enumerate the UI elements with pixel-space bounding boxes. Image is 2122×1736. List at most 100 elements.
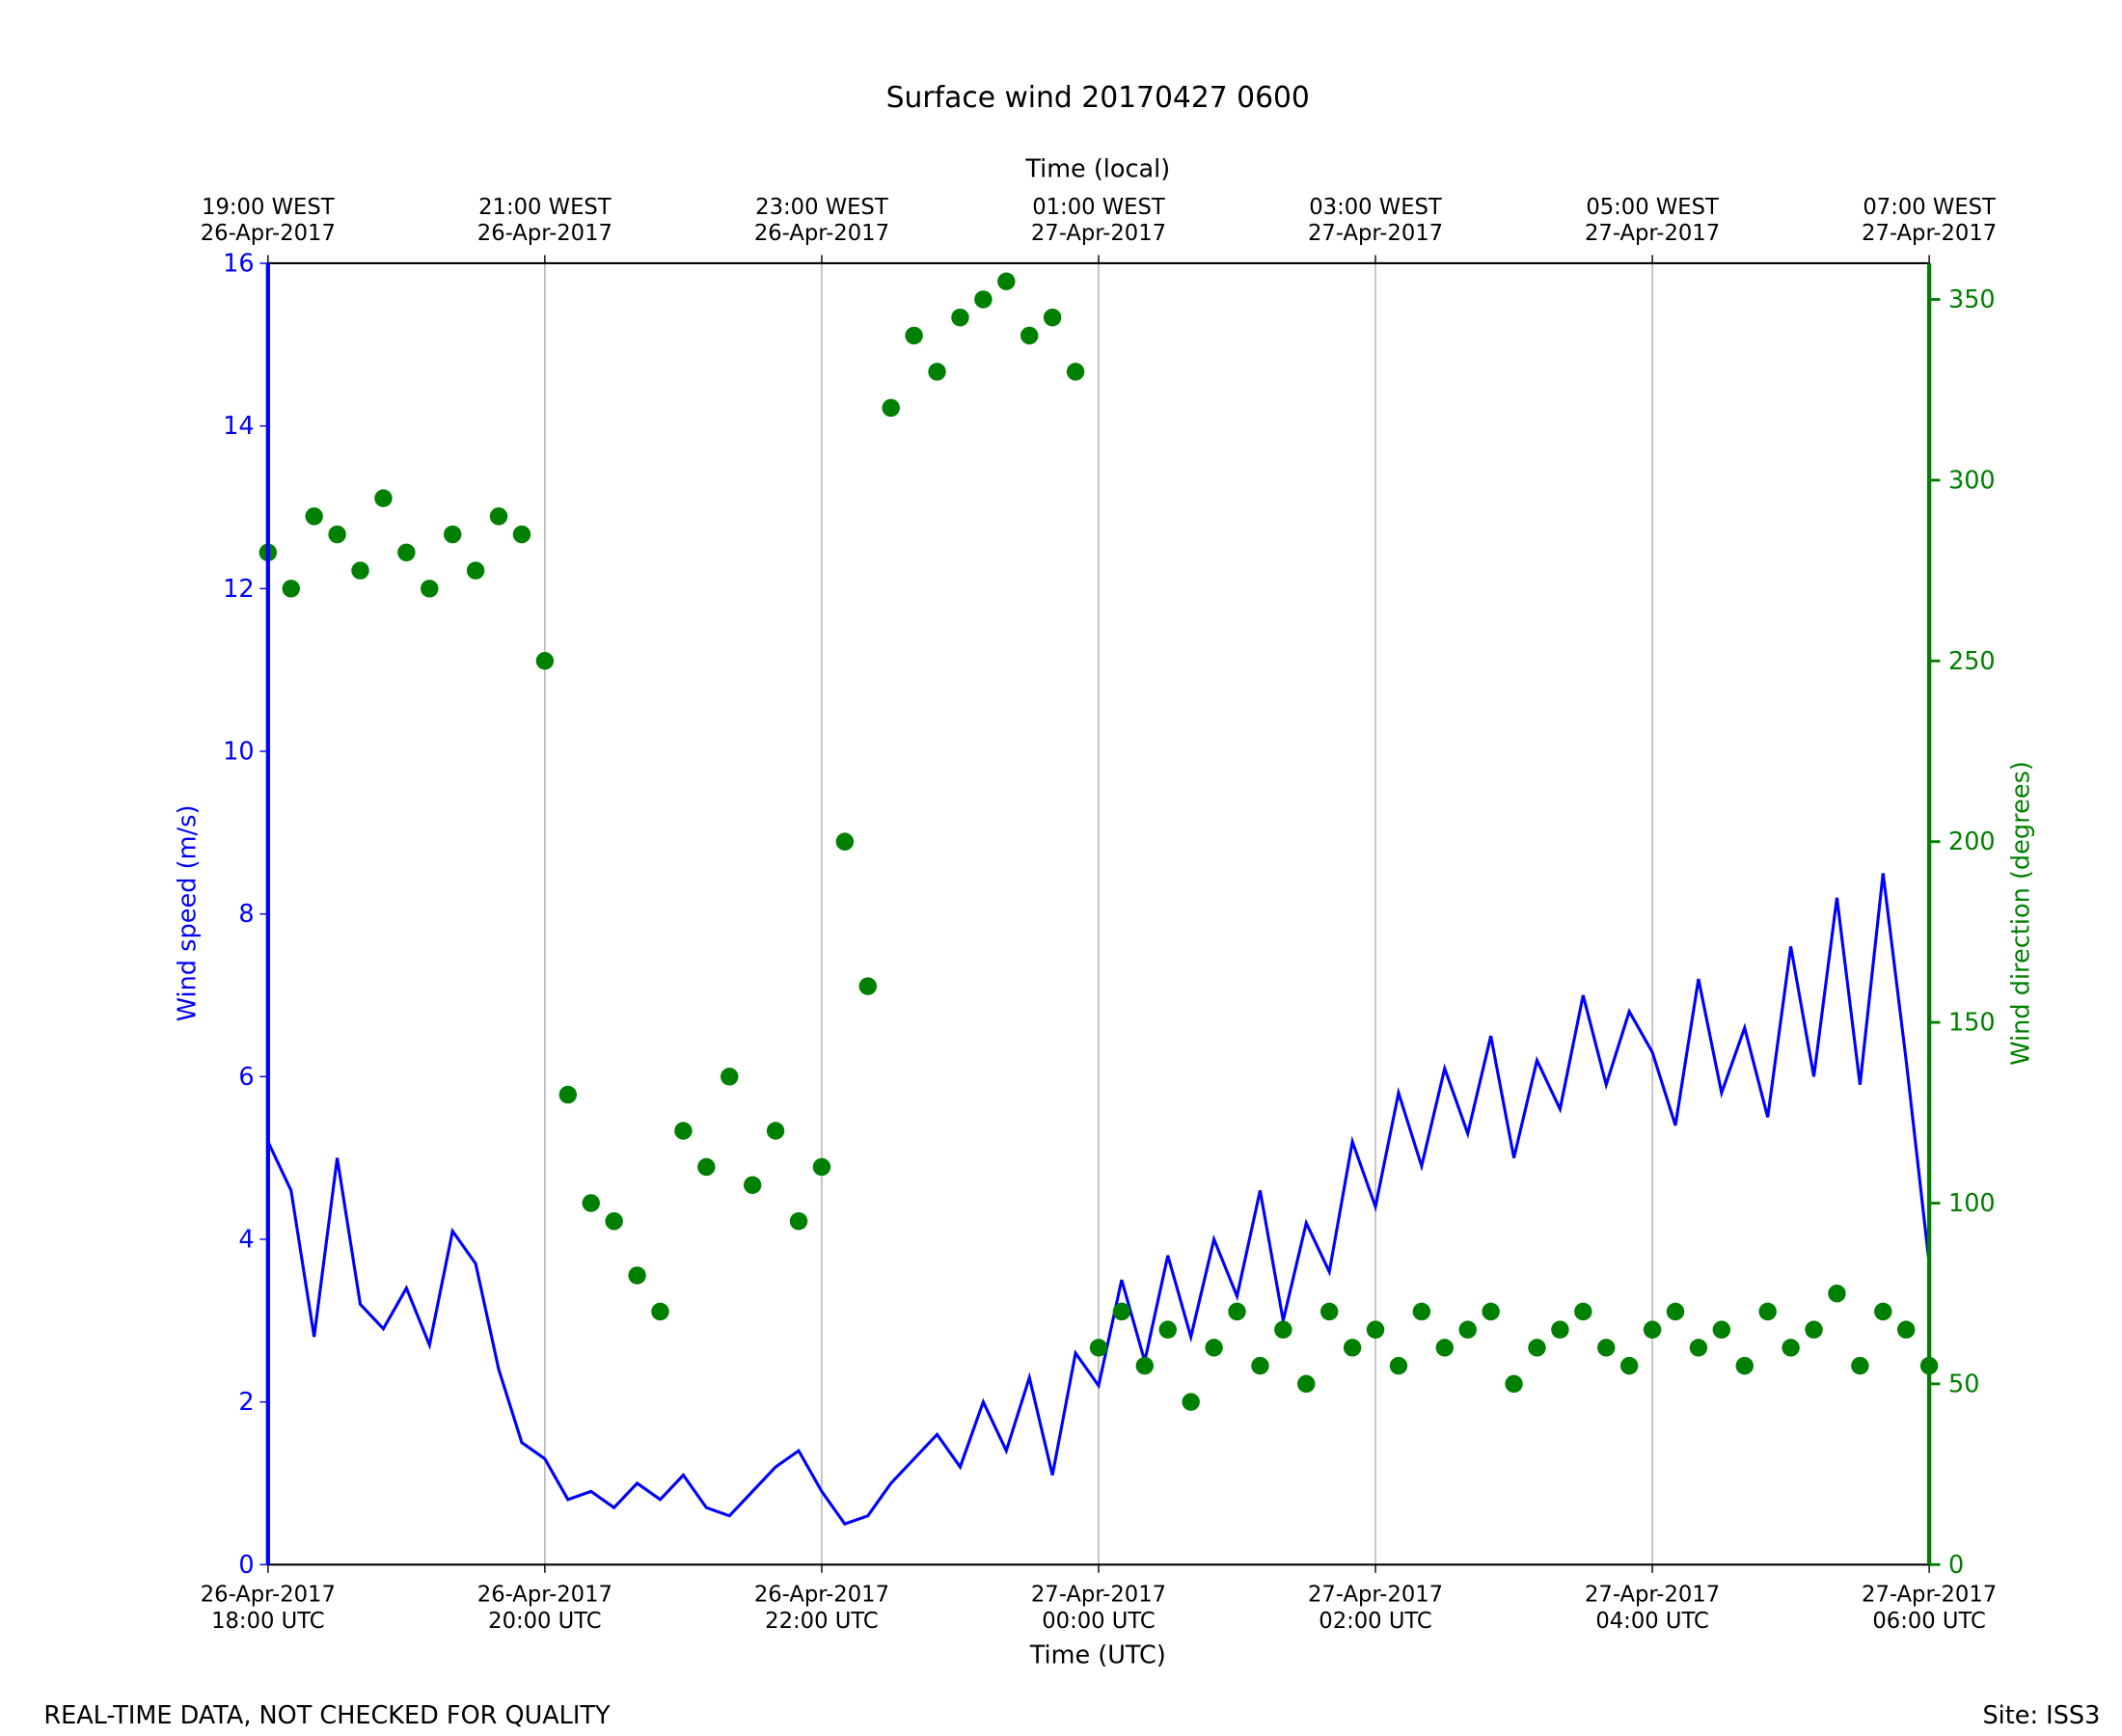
direction-point xyxy=(974,290,993,309)
direction-point xyxy=(351,561,369,580)
x2-tick-label: 01:00 WEST 27-Apr-2017 xyxy=(1031,195,1166,246)
direction-point xyxy=(1643,1320,1662,1339)
direction-point xyxy=(1735,1356,1754,1375)
direction-point xyxy=(605,1211,623,1231)
direction-point xyxy=(1597,1339,1616,1357)
direction-point xyxy=(421,580,439,598)
direction-point xyxy=(443,525,462,544)
y2-tick-label: 350 xyxy=(1948,285,1996,314)
direction-point xyxy=(1805,1320,1823,1339)
y-tick-label: 2 xyxy=(238,1388,254,1417)
y-tick-label: 14 xyxy=(223,412,254,441)
direction-point xyxy=(466,561,485,580)
footer-left: REAL-TIME DATA, NOT CHECKED FOR QUALITY xyxy=(43,1701,611,1730)
direction-point xyxy=(1619,1356,1639,1375)
direction-point xyxy=(951,308,969,327)
direction-point xyxy=(1435,1339,1455,1357)
x-tick-label: 27-Apr-2017 02:00 UTC xyxy=(1308,1583,1443,1634)
direction-point xyxy=(1182,1393,1200,1411)
direction-point xyxy=(1458,1320,1477,1339)
x2-axis-label: Time (local) xyxy=(1024,154,1170,183)
direction-point xyxy=(282,580,300,598)
direction-point xyxy=(1482,1302,1500,1321)
direction-point xyxy=(1089,1339,1108,1357)
direction-point xyxy=(997,272,1016,290)
x2-tick-label: 05:00 WEST 27-Apr-2017 xyxy=(1585,195,1720,246)
direction-point xyxy=(1505,1374,1523,1394)
x2-tick-label: 07:00 WEST 27-Apr-2017 xyxy=(1862,195,1997,246)
direction-point xyxy=(1297,1374,1316,1394)
direction-point xyxy=(1828,1284,1846,1303)
y2-tick-label: 0 xyxy=(1948,1551,1964,1580)
direction-point xyxy=(1712,1320,1731,1339)
x-tick-label: 26-Apr-2017 22:00 UTC xyxy=(754,1583,889,1634)
direction-point xyxy=(697,1157,716,1177)
x2-tick-label: 03:00 WEST 27-Apr-2017 xyxy=(1308,195,1443,246)
direction-point xyxy=(558,1085,578,1104)
direction-point xyxy=(1551,1320,1569,1339)
y-tick-label: 8 xyxy=(238,900,254,929)
y2-tick-label: 200 xyxy=(1948,827,1996,856)
direction-point xyxy=(812,1157,831,1177)
direction-point xyxy=(1205,1339,1223,1357)
direction-point xyxy=(743,1176,762,1194)
direction-point xyxy=(1158,1320,1177,1339)
direction-point xyxy=(1066,363,1085,381)
y-tick-label: 12 xyxy=(223,575,254,604)
direction-point xyxy=(1251,1356,1269,1375)
footer-right: Site: ISS3 xyxy=(1983,1701,2101,1730)
y-tick-label: 4 xyxy=(238,1225,254,1254)
x-tick-label: 27-Apr-2017 06:00 UTC xyxy=(1862,1583,1997,1634)
direction-point xyxy=(674,1122,693,1140)
direction-point xyxy=(397,543,416,562)
direction-point xyxy=(1020,326,1039,345)
direction-point xyxy=(1782,1339,1800,1357)
direction-point xyxy=(628,1266,646,1285)
x2-tick-label: 21:00 WEST 26-Apr-2017 xyxy=(477,195,612,246)
y2-tick-label: 300 xyxy=(1948,466,1996,495)
direction-point xyxy=(1758,1302,1777,1321)
direction-point xyxy=(535,652,555,670)
direction-point xyxy=(835,832,855,851)
direction-point xyxy=(858,977,877,995)
direction-point xyxy=(305,507,323,526)
direction-point xyxy=(1574,1302,1592,1321)
direction-point xyxy=(1343,1339,1362,1357)
direction-point xyxy=(512,525,531,544)
direction-point xyxy=(374,489,393,507)
x-tick-label: 27-Apr-2017 00:00 UTC xyxy=(1031,1583,1166,1634)
y2-tick-label: 50 xyxy=(1948,1370,1979,1398)
x-tick-label: 27-Apr-2017 04:00 UTC xyxy=(1585,1583,1720,1634)
direction-point xyxy=(1319,1302,1339,1321)
direction-point xyxy=(766,1122,785,1140)
y2-tick-label: 150 xyxy=(1948,1009,1996,1038)
y-tick-label: 0 xyxy=(238,1551,254,1580)
direction-point xyxy=(582,1194,600,1212)
direction-point xyxy=(1689,1339,1708,1357)
direction-point xyxy=(1874,1302,1892,1321)
y-tick-label: 16 xyxy=(223,249,254,278)
direction-point xyxy=(1228,1302,1246,1321)
direction-point xyxy=(1135,1356,1155,1375)
y-axis-label: Wind speed (m/s) xyxy=(174,805,203,1022)
y-tick-label: 10 xyxy=(223,737,254,766)
direction-point xyxy=(1851,1356,1869,1375)
direction-point xyxy=(789,1211,808,1231)
chart-title: Surface wind 20170427 0600 xyxy=(886,81,1310,115)
y2-tick-label: 100 xyxy=(1948,1189,1996,1218)
x2-tick-label: 19:00 WEST 26-Apr-2017 xyxy=(201,195,336,246)
direction-point xyxy=(489,507,508,526)
y2-axis-label: Wind direction (degrees) xyxy=(2007,761,2036,1066)
direction-point xyxy=(905,326,923,345)
direction-point xyxy=(1389,1356,1408,1375)
direction-point xyxy=(1366,1320,1385,1339)
direction-point xyxy=(1666,1302,1685,1321)
direction-point xyxy=(1528,1339,1546,1357)
speed-line xyxy=(266,873,1931,1526)
y-tick-label: 6 xyxy=(238,1063,254,1092)
direction-point xyxy=(882,398,900,418)
direction-point xyxy=(651,1302,669,1321)
direction-point xyxy=(328,525,346,544)
